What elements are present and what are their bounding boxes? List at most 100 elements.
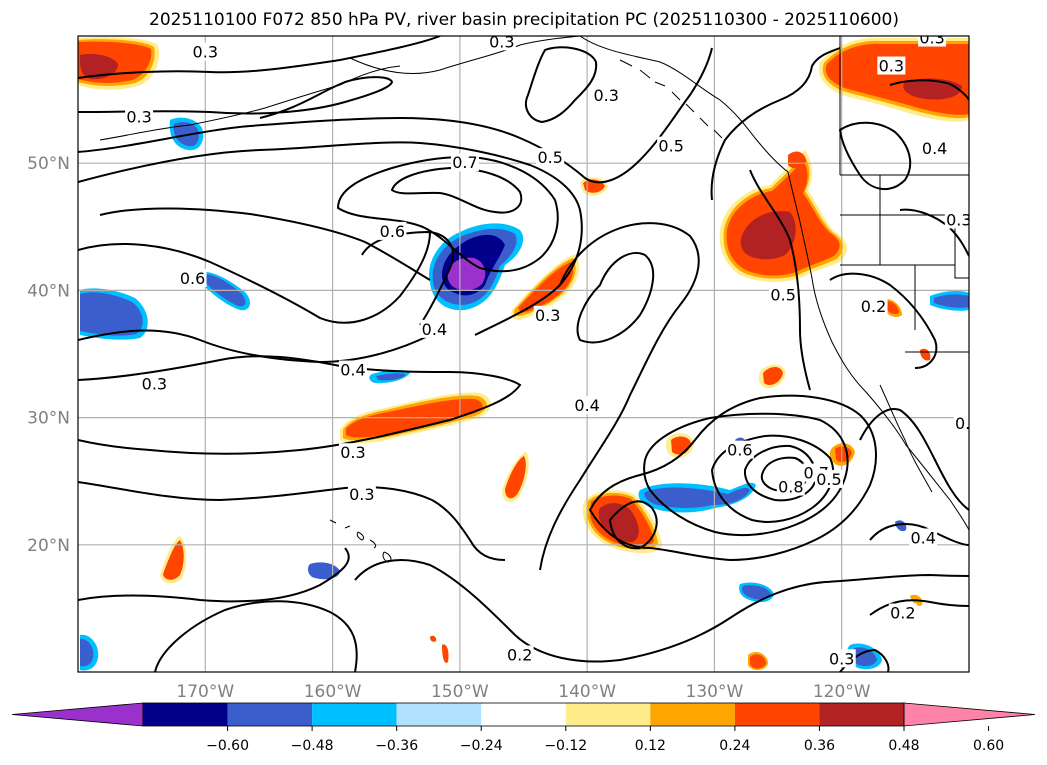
contour-label: 0.4 (422, 320, 447, 339)
contour-label-bg (420, 319, 449, 338)
contour-label: 0.5 (816, 470, 841, 489)
contour-label: 0.3 (193, 43, 218, 62)
pv-contour-line (390, 166, 523, 214)
contour-label-bg (191, 42, 220, 61)
shade-positive (518, 262, 573, 313)
contour-label-bg (125, 107, 154, 126)
pv-contour-line (829, 272, 938, 369)
lat-tick-label: 40°N (27, 281, 70, 301)
contour-label: 0.4 (574, 396, 599, 415)
contour-label-bg (533, 305, 562, 324)
shade-positive (763, 367, 783, 385)
shade-negative (854, 647, 877, 667)
colorbar-tick-label: −0.48 (291, 738, 334, 754)
alaska-coast (349, 36, 581, 75)
contour-label: 0.4 (340, 361, 365, 380)
contour-label: 0.3 (829, 649, 854, 668)
colorbar-tick-label: 0.48 (888, 738, 919, 754)
shade-positive (505, 456, 526, 499)
shade-positive (430, 635, 437, 642)
shade-positive (442, 644, 449, 663)
colorbar-segment (481, 703, 566, 726)
contour-label-bg (827, 649, 856, 668)
shade-positive (788, 151, 806, 169)
contour-label-bg (487, 36, 516, 51)
alaska-coast (579, 36, 789, 173)
pv-contour-line (78, 329, 431, 364)
pv-contour-line (99, 207, 431, 281)
colorbar-segment (312, 703, 397, 726)
contour-label-bg (814, 469, 843, 488)
pv-contour-line (588, 394, 877, 562)
map-background (78, 36, 969, 672)
colorbar-segment (143, 703, 228, 726)
pv-contour-line (78, 547, 350, 603)
colorbar-tick-label: −0.24 (460, 738, 503, 754)
colorbar-tick-label: −0.36 (375, 738, 418, 754)
contour-label-bg (338, 443, 367, 462)
contour-label: 0.6 (380, 222, 405, 241)
pv-contour-line (643, 412, 849, 537)
pv-contour-line (838, 121, 912, 190)
colorbar-tick-label: 0.12 (635, 738, 666, 754)
contour-label: 0.3 (946, 210, 971, 229)
colorbar-tick-label: 0.60 (973, 738, 1004, 754)
pv-contour-line (710, 47, 841, 201)
shade-positive (750, 654, 766, 669)
contour-label: 0.7 (452, 153, 477, 172)
pv-contour-line (78, 231, 431, 324)
colorbar-extend-low (11, 702, 144, 727)
contour-label: 0.5 (538, 148, 563, 167)
contour-label: 0.2 (955, 414, 980, 433)
contour-label: 0.3 (126, 107, 151, 126)
pv-contour-line (539, 222, 700, 571)
pv-contour-line (78, 36, 441, 79)
shade-positive (79, 53, 118, 80)
longitude-tick-labels: 170°W 160°W 150°W 140°W 130°W 120°W (176, 682, 870, 702)
contour-label: 0.3 (349, 485, 374, 504)
lon-tick-label: 130°W (686, 682, 744, 702)
contour-label-bg (338, 360, 367, 379)
colorbar-tick-label: 0.24 (719, 738, 750, 754)
lat-tick-label: 30°N (27, 409, 70, 429)
contour-label: 0.6 (180, 269, 205, 288)
pv-contour-line (608, 500, 658, 550)
map-frame (77, 35, 970, 673)
contour-label-bg (888, 603, 917, 622)
contour-label-bg (140, 374, 169, 393)
colorbar-segment (565, 703, 651, 726)
colorbar-segment (227, 703, 313, 726)
contour-label-bg (347, 485, 376, 504)
shade-negative (742, 584, 771, 600)
lon-tick-label: 140°W (558, 682, 616, 702)
colorbar-segment (734, 703, 820, 726)
contour-label-bg (592, 85, 621, 104)
lon-tick-label: 150°W (431, 682, 489, 702)
contour-label-bg (944, 210, 969, 229)
shade-negative (307, 562, 340, 580)
colorbar-segment (650, 703, 735, 726)
contour-label: 0.6 (727, 441, 752, 460)
pv-contour-line (354, 559, 969, 663)
baja-coast (879, 384, 933, 493)
shade-negative (644, 487, 750, 508)
state-border (840, 175, 969, 330)
contour-label: 0.3 (879, 57, 904, 76)
us-west-coast (831, 341, 969, 531)
pv-contour-line (859, 408, 969, 511)
contour-label: 0.4 (922, 139, 947, 158)
contour-label: 0.2 (861, 297, 886, 316)
map-area: 0.3 0.3 0.3 0.3 0.3 0.3 0.4 0.3 0.7 0.5 0.5 0.6 0.6 0… (78, 36, 980, 672)
pv-contour-line (78, 355, 522, 455)
bc-coast (787, 171, 833, 343)
alaska-islands (619, 59, 723, 139)
contour-labels: 0.3 0.3 0.3 0.3 0.3 0.3 0.4 0.3 0.7 0.5 0.5 0.6 0.6 0… (125, 36, 980, 668)
contour-label-bg (573, 396, 602, 415)
contour-label-bg (725, 440, 754, 459)
pv-contour-line (749, 169, 811, 391)
colorbar-segment (396, 703, 482, 726)
contour-label: 0.3 (535, 306, 560, 325)
pv-contour-line (336, 156, 559, 273)
contour-label-bg (536, 148, 565, 167)
